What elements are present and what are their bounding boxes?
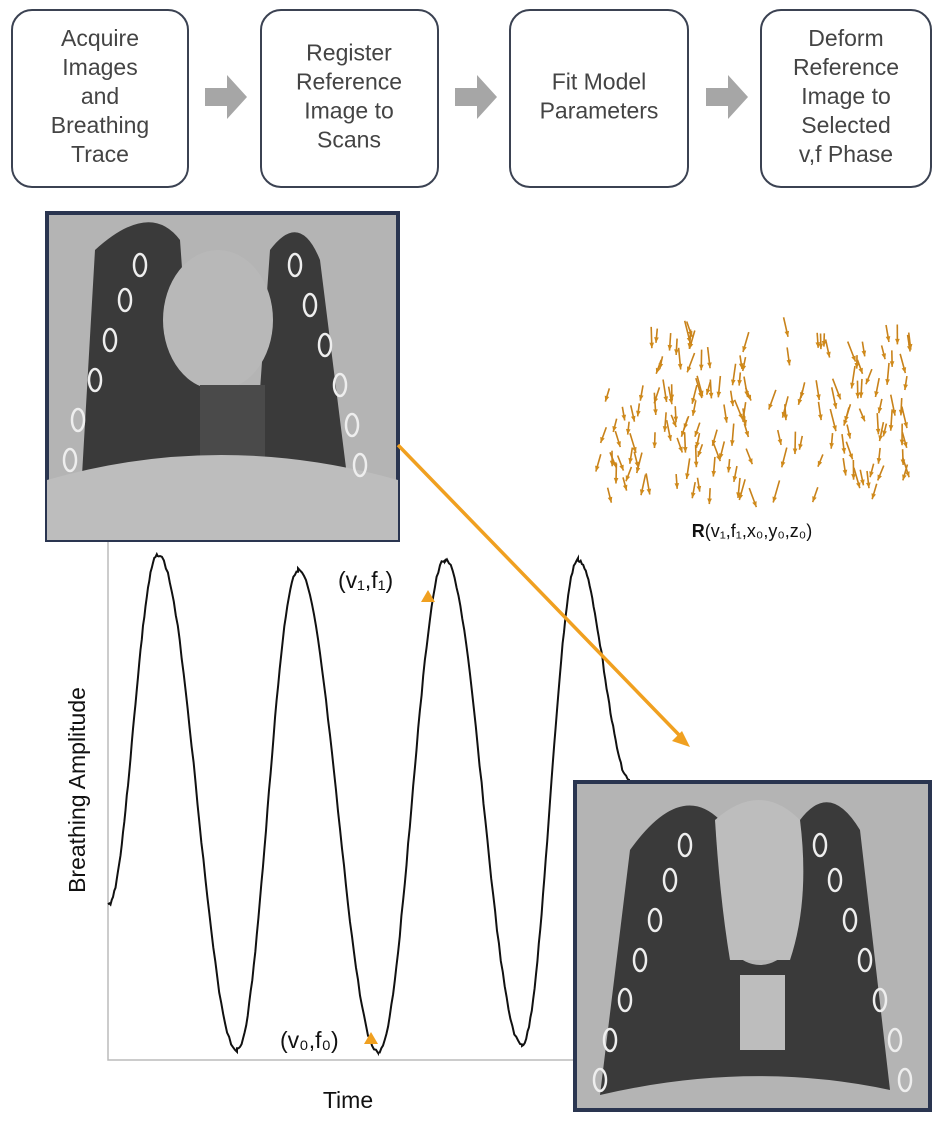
- vector-head: [783, 415, 788, 421]
- vector-head: [851, 356, 855, 362]
- point-marker: [364, 1032, 378, 1044]
- vector-head: [694, 462, 699, 468]
- vector-head: [889, 425, 894, 431]
- step-text: Fit Model: [552, 69, 647, 95]
- vector-head: [626, 475, 630, 481]
- step-text: Register: [306, 40, 392, 66]
- step-text: Image to: [304, 98, 394, 124]
- x-axis-label: Time: [323, 1087, 373, 1113]
- step-text: Trace: [71, 141, 129, 167]
- vector-head: [683, 447, 688, 453]
- vector-head: [698, 392, 702, 398]
- vector-head: [851, 474, 856, 480]
- step-text: Image to: [801, 83, 891, 109]
- workflow: Acquire Images and Breathing Trace Register Re…: [12, 10, 931, 187]
- vector-head: [812, 496, 816, 502]
- vector-head: [798, 399, 803, 405]
- mapping-arrow-head: [672, 731, 690, 747]
- vector-head: [752, 501, 756, 507]
- vector-head: [900, 440, 905, 446]
- flow-arrow: [205, 75, 247, 119]
- vector-head: [876, 429, 881, 435]
- vector-head: [653, 409, 658, 415]
- vector-head: [866, 378, 870, 384]
- step-text: Parameters: [540, 98, 659, 124]
- vector-head: [600, 437, 604, 443]
- vector-head: [768, 404, 772, 410]
- vector-head: [668, 345, 673, 351]
- vector-head: [674, 483, 679, 489]
- vector-head: [903, 442, 907, 448]
- vector-head: [663, 426, 668, 432]
- vector-head: [793, 448, 798, 454]
- vector-head: [649, 343, 654, 349]
- step-text: Acquire: [61, 25, 139, 51]
- breathing-trace: [108, 554, 630, 1053]
- vector-head: [890, 361, 895, 367]
- vector-head: [849, 453, 853, 459]
- vector-head: [772, 497, 776, 503]
- step-text: v,f Phase: [799, 141, 893, 167]
- vector-head: [699, 365, 704, 371]
- flow-arrow: [706, 75, 748, 119]
- vector-head: [707, 498, 712, 504]
- step-text: Selected: [801, 112, 891, 138]
- mapping-arrow: [398, 445, 682, 738]
- vector-head: [745, 431, 749, 437]
- vector-head: [748, 458, 752, 464]
- step-text: Breathing: [51, 112, 149, 138]
- vector-head: [871, 493, 875, 499]
- vector-label: R(v₁,f₁,x₀,y₀,z₀): [692, 521, 813, 541]
- vector-head: [836, 393, 840, 399]
- vector-head: [818, 344, 823, 350]
- vector-head: [698, 451, 702, 457]
- step-text: and: [81, 83, 119, 109]
- point-label: (v₀,f₀): [280, 1027, 339, 1053]
- vector-head: [878, 474, 882, 480]
- vector-head: [716, 455, 720, 461]
- vector-head: [687, 366, 691, 372]
- vector-head: [709, 393, 714, 399]
- vector-head: [855, 393, 860, 399]
- vector-head: [614, 478, 619, 484]
- vector-label-rest: (v₁,f₁,x₀,y₀,z₀): [705, 521, 813, 541]
- step-text: Deform: [808, 25, 883, 51]
- vector-label-bold: R: [692, 521, 705, 541]
- vector-field: [595, 317, 912, 507]
- point-label: (v₁,f₁): [338, 567, 393, 593]
- vector-head: [895, 339, 900, 345]
- vector-head: [738, 413, 742, 419]
- vector-head: [902, 474, 906, 480]
- vector-head: [619, 465, 623, 471]
- step-text: Scans: [317, 127, 381, 153]
- step-text: Reference: [296, 69, 402, 95]
- vector-head: [595, 466, 599, 472]
- figure: Acquire Images and Breathing Trace Register Re…: [0, 0, 935, 1120]
- flow-arrow: [455, 75, 497, 119]
- vector-head: [818, 461, 822, 467]
- vector-head: [858, 368, 862, 374]
- vector-head: [674, 349, 679, 355]
- vector-head: [672, 421, 676, 427]
- vector-head: [652, 442, 657, 448]
- vector-head: [856, 482, 860, 488]
- step-text: Reference: [793, 54, 899, 80]
- ct-image: [575, 782, 930, 1110]
- vector-head: [678, 446, 682, 452]
- vector-head: [742, 346, 746, 352]
- vector-head: [616, 441, 620, 447]
- step-text: Images: [62, 54, 137, 80]
- vector-head: [605, 396, 609, 402]
- y-axis-label: Breathing Amplitude: [64, 687, 90, 893]
